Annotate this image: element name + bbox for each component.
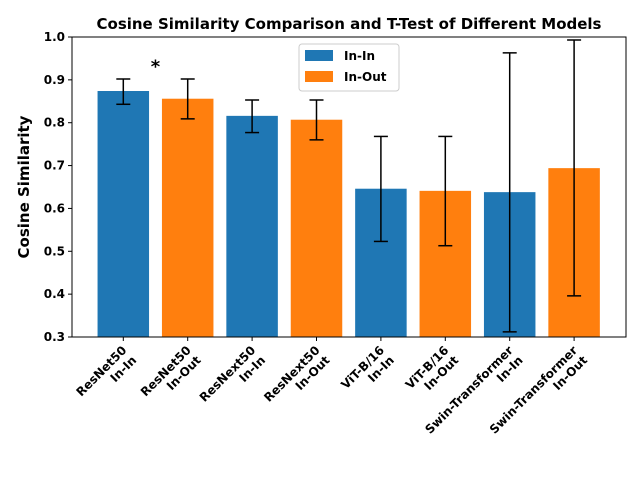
x-tick-label-2: ResNext50In-In bbox=[197, 343, 268, 414]
y-tick-label-1: 0.4 bbox=[44, 287, 65, 301]
legend-swatch-in-in bbox=[305, 50, 333, 61]
x-tick-label-5: ViT-B/16In-Out bbox=[403, 343, 462, 402]
legend-label-in-out: In-Out bbox=[344, 70, 387, 84]
y-tick-label-0: 0.3 bbox=[44, 330, 65, 344]
x-tick-label-0: ResNet50In-In bbox=[73, 343, 139, 409]
error-bars-layer bbox=[116, 39, 582, 333]
y-tick-label-7: 1.0 bbox=[44, 30, 65, 44]
legend: In-In In-Out bbox=[298, 43, 400, 92]
y-tick-label-5: 0.8 bbox=[44, 116, 65, 130]
y-tick-label-3: 0.6 bbox=[44, 201, 65, 215]
y-tick-label-4: 0.7 bbox=[44, 159, 65, 173]
y-ticks: 0.3 0.4 0.5 0.6 0.7 0.8 0.9 1.0 bbox=[44, 30, 72, 344]
plot-frame bbox=[71, 36, 627, 338]
bar-3 bbox=[290, 119, 343, 337]
y-axis-label: Cosine Similarity bbox=[15, 115, 33, 258]
legend-swatch-in-out bbox=[305, 71, 333, 82]
significance-marker-0: * bbox=[151, 57, 161, 78]
x-tick-label-3: ResNext50In-Out bbox=[261, 343, 333, 415]
x-tick-label-1: ResNet50In-Out bbox=[138, 343, 204, 409]
x-ticks: ResNet50In-InResNet50In-OutResNext50In-I… bbox=[73, 337, 590, 437]
y-tick-label-2: 0.5 bbox=[44, 244, 65, 258]
bar-1 bbox=[161, 98, 214, 337]
chart-title: Cosine Similarity Comparison and T-Test … bbox=[97, 15, 602, 33]
bars-layer bbox=[97, 91, 600, 337]
bar-0 bbox=[97, 91, 150, 337]
x-tick-label-4: ViT-B/16In-In bbox=[338, 343, 397, 402]
legend-label-in-in: In-In bbox=[344, 49, 375, 63]
y-tick-label-6: 0.9 bbox=[44, 73, 65, 87]
annotations: * bbox=[151, 57, 161, 78]
bar-2 bbox=[226, 115, 278, 337]
